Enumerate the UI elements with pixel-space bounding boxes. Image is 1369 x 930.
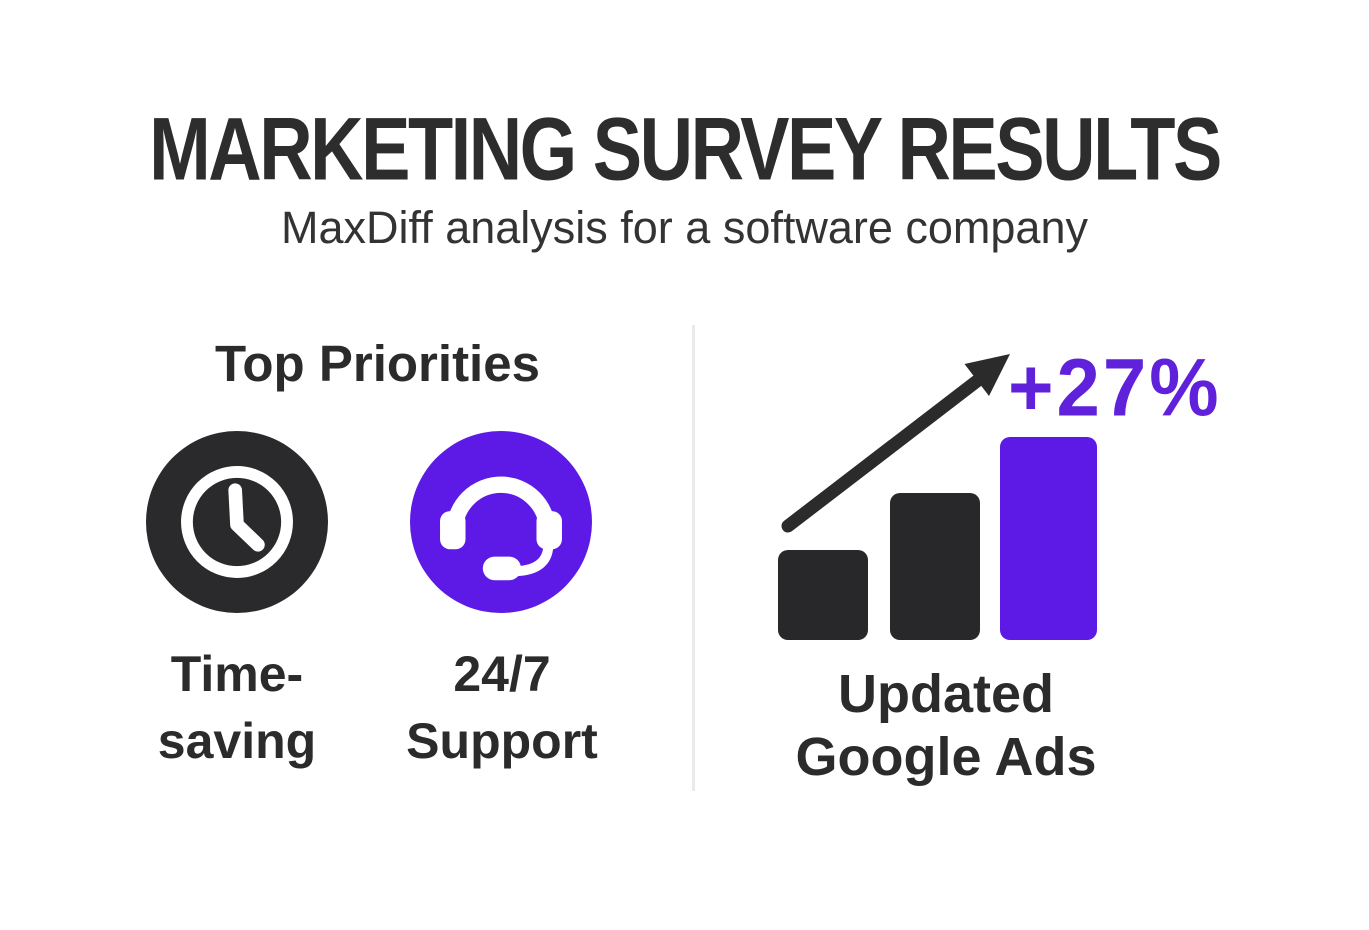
- label-line: Time-: [170, 646, 304, 702]
- support-badge: [410, 431, 592, 613]
- priorities-heading: Top Priorities: [215, 335, 540, 392]
- label-line: saving: [157, 713, 317, 769]
- page-title: MARKETING SURVEY RESULTS: [149, 99, 1222, 199]
- label-line: 24/7: [453, 646, 551, 702]
- bar: [1000, 437, 1097, 640]
- chart-caption: Updated Google Ads: [740, 663, 1152, 789]
- label-line: Support: [406, 713, 598, 769]
- headset-icon: [410, 431, 592, 613]
- caption-line: Updated: [838, 664, 1054, 724]
- section-divider: [692, 325, 695, 791]
- caption-line: Google Ads: [795, 727, 1097, 787]
- time-saving-badge: [146, 431, 328, 613]
- clock-icon: [146, 431, 328, 613]
- page-subtitle: MaxDiff analysis for a software company: [281, 202, 1088, 253]
- bar: [890, 493, 980, 640]
- priority-label-support: 24/7 Support: [372, 641, 632, 775]
- bar-chart: [778, 437, 1098, 640]
- bar: [778, 550, 868, 640]
- priority-label-time-saving: Time- saving: [107, 641, 367, 775]
- metric-value: +27%: [1008, 341, 1222, 434]
